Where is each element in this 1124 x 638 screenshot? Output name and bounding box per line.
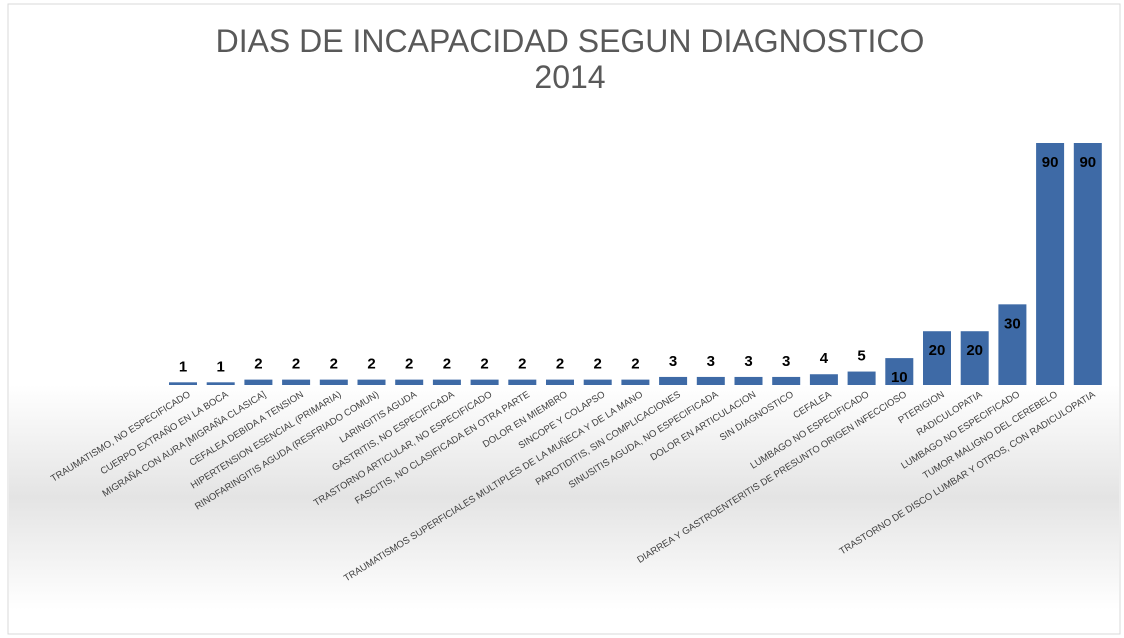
bar <box>508 379 537 385</box>
bar <box>847 371 876 385</box>
bar <box>621 379 650 385</box>
data-label: 3 <box>669 353 677 370</box>
bar <box>960 331 989 385</box>
data-label: 1 <box>179 358 187 375</box>
bar <box>734 376 763 385</box>
chart-title: DIAS DE INCAPACIDAD SEGUN DIAGNOSTICO <box>216 23 925 59</box>
bar <box>470 379 499 385</box>
data-label: 2 <box>254 356 262 373</box>
bar <box>772 376 801 385</box>
data-label: 2 <box>405 356 413 373</box>
data-label: 30 <box>1004 315 1021 332</box>
data-label: 20 <box>929 342 946 359</box>
data-label: 2 <box>631 356 639 373</box>
bar <box>583 379 612 385</box>
data-label: 90 <box>1079 154 1096 171</box>
bar <box>1073 143 1102 385</box>
background-band <box>9 385 1119 610</box>
data-label: 2 <box>367 356 375 373</box>
data-label: 4 <box>820 350 829 367</box>
bar <box>169 382 197 385</box>
bar <box>357 379 386 385</box>
data-label: 1 <box>217 358 225 375</box>
data-label: 2 <box>556 356 564 373</box>
data-label: 2 <box>518 356 526 373</box>
bar <box>659 376 688 385</box>
bar <box>696 376 725 385</box>
data-label: 5 <box>857 348 865 365</box>
data-label: 2 <box>330 356 338 373</box>
bar <box>546 379 574 385</box>
bar <box>282 379 311 385</box>
bar <box>809 374 838 385</box>
bar <box>998 304 1027 385</box>
data-label: 2 <box>443 356 451 373</box>
data-label: 2 <box>480 356 488 373</box>
bar <box>885 358 914 385</box>
bar <box>395 379 424 385</box>
data-label: 90 <box>1042 154 1059 171</box>
bar <box>432 379 461 385</box>
bar <box>206 382 235 385</box>
data-label: 10 <box>891 369 908 386</box>
data-label: 2 <box>594 356 602 373</box>
bar <box>244 379 273 385</box>
bar <box>1036 143 1065 385</box>
data-label: 20 <box>966 342 983 359</box>
bar <box>319 379 348 385</box>
data-label: 3 <box>782 353 790 370</box>
bar <box>923 331 951 385</box>
chart-subtitle: 2014 <box>534 59 605 95</box>
data-label: 3 <box>707 353 715 370</box>
data-label: 3 <box>744 353 752 370</box>
data-label: 2 <box>292 356 300 373</box>
